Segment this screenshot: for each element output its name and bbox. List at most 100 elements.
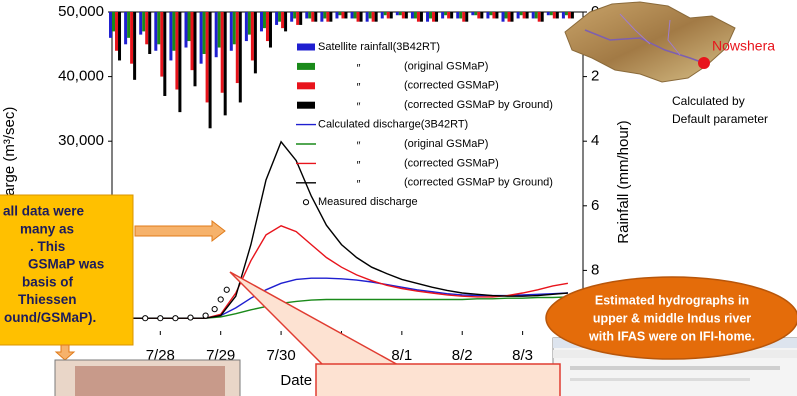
- rain-bar: [157, 12, 160, 44]
- callout-text: basis of: [22, 274, 74, 289]
- rain-bar: [299, 12, 302, 25]
- rain-bar: [124, 12, 127, 44]
- ellipse-text: upper & middle Indus river: [593, 311, 751, 325]
- discharge-line: [115, 226, 568, 318]
- rain-bar: [175, 12, 178, 90]
- rain-bar: [326, 12, 329, 22]
- measured-point: [212, 307, 217, 312]
- x-tick-label: 8/1: [391, 347, 412, 364]
- rain-bar: [109, 12, 112, 38]
- rain-bar: [203, 12, 206, 54]
- rain-bar: [284, 12, 287, 31]
- rain-bar: [245, 12, 248, 41]
- rain-bar: [532, 12, 535, 18]
- rain-bar: [471, 12, 474, 15]
- rain-bar: [553, 12, 556, 18]
- rain-bar: [517, 12, 520, 18]
- rain-bar: [523, 12, 526, 18]
- rain-bar: [360, 12, 363, 22]
- screenshot-content: [75, 366, 225, 396]
- rain-bar: [133, 12, 136, 80]
- rain-bar: [375, 12, 378, 22]
- measured-point: [143, 316, 148, 321]
- legend-swatch: [297, 82, 315, 89]
- rain-bar: [535, 12, 538, 18]
- rain-bar: [269, 12, 272, 48]
- discharge-line: [115, 297, 568, 318]
- rain-bar: [520, 12, 523, 15]
- rain-bar: [505, 12, 508, 18]
- arrow: [56, 345, 74, 360]
- rain-bar: [251, 12, 254, 60]
- rain-bar: [185, 12, 188, 48]
- rain-bar: [369, 12, 372, 18]
- legend-label: Calculated discharge(3B42RT): [318, 119, 468, 131]
- rain-bar: [221, 12, 224, 93]
- rain-bar: [372, 12, 375, 22]
- rain-bar: [562, 12, 565, 18]
- rain-bar: [263, 12, 266, 28]
- rain-bar: [547, 12, 550, 15]
- rain-bar: [399, 12, 402, 15]
- rain-bar: [160, 12, 163, 77]
- legend-label: (original GSMaP): [404, 138, 488, 150]
- station-dot: [698, 57, 710, 69]
- screenshot-line: [570, 366, 780, 370]
- rain-bar: [405, 12, 408, 18]
- legend-ditto: ″: [356, 82, 361, 94]
- rain-bar: [435, 12, 438, 22]
- rain-bar: [414, 12, 417, 18]
- x-tick-label: 8/3: [512, 347, 533, 364]
- rain-bar: [338, 12, 341, 15]
- map-caption: Calculated by: [672, 94, 745, 108]
- rain-bar: [206, 12, 209, 102]
- rain-bar: [417, 12, 420, 22]
- rain-bar: [489, 12, 492, 15]
- rain-bar: [384, 12, 387, 15]
- rain-bar: [188, 12, 191, 41]
- rain-bar: [139, 12, 142, 35]
- page: 010,00020,00030,00040,00050,000024687/28…: [0, 0, 797, 396]
- rain-bar: [571, 12, 574, 18]
- rain-bar: [477, 12, 480, 18]
- rain-bar: [354, 12, 357, 18]
- rain-bar: [550, 12, 553, 15]
- rain-bar: [541, 12, 544, 22]
- ellipse-text: Estimated hydrographs in: [595, 293, 749, 307]
- rain-bar: [459, 12, 462, 18]
- measured-point: [158, 316, 163, 321]
- legend-label: (original GSMaP): [404, 60, 488, 72]
- callout-left: all data weremany as. ThisGSMaP wasbasis…: [0, 195, 225, 360]
- x-tick-label: 7/30: [266, 347, 295, 364]
- pointer: [230, 272, 400, 366]
- callout-text: . This: [30, 239, 65, 254]
- legend-ditto: ″: [356, 101, 361, 113]
- callout-text: GSMaP was: [28, 257, 104, 272]
- arrow: [135, 221, 225, 241]
- rain-bar: [178, 12, 181, 112]
- legend-label: Satellite rainfall(3B42RT): [318, 41, 440, 53]
- place-name: Nowshera: [712, 38, 775, 54]
- legend-ditto: ″: [356, 140, 361, 152]
- rain-bar: [366, 12, 369, 22]
- rain-bar: [335, 12, 338, 18]
- rain-bar: [230, 12, 233, 51]
- rain-bar: [565, 12, 568, 15]
- rain-bar: [492, 12, 495, 18]
- y-tick-label: 40,000: [58, 68, 104, 85]
- rain-bar: [311, 12, 314, 22]
- rain-bar: [426, 12, 429, 22]
- y-tick-label: 50,000: [58, 3, 104, 20]
- rain-bar: [344, 12, 347, 18]
- y-tick-label: 30,000: [58, 132, 104, 149]
- y2-axis-label: Rainfall (mm/hour): [615, 120, 632, 243]
- rain-bar: [112, 12, 115, 31]
- ellipse-text: with IFAS were on IFI-home.: [588, 329, 755, 343]
- rain-bar: [278, 12, 281, 22]
- rain-bar: [450, 12, 453, 18]
- rain-bar: [290, 12, 293, 22]
- rain-bar: [341, 12, 344, 18]
- rain-bar: [248, 12, 251, 35]
- legend-swatch: [297, 102, 315, 109]
- rain-bar: [281, 12, 284, 28]
